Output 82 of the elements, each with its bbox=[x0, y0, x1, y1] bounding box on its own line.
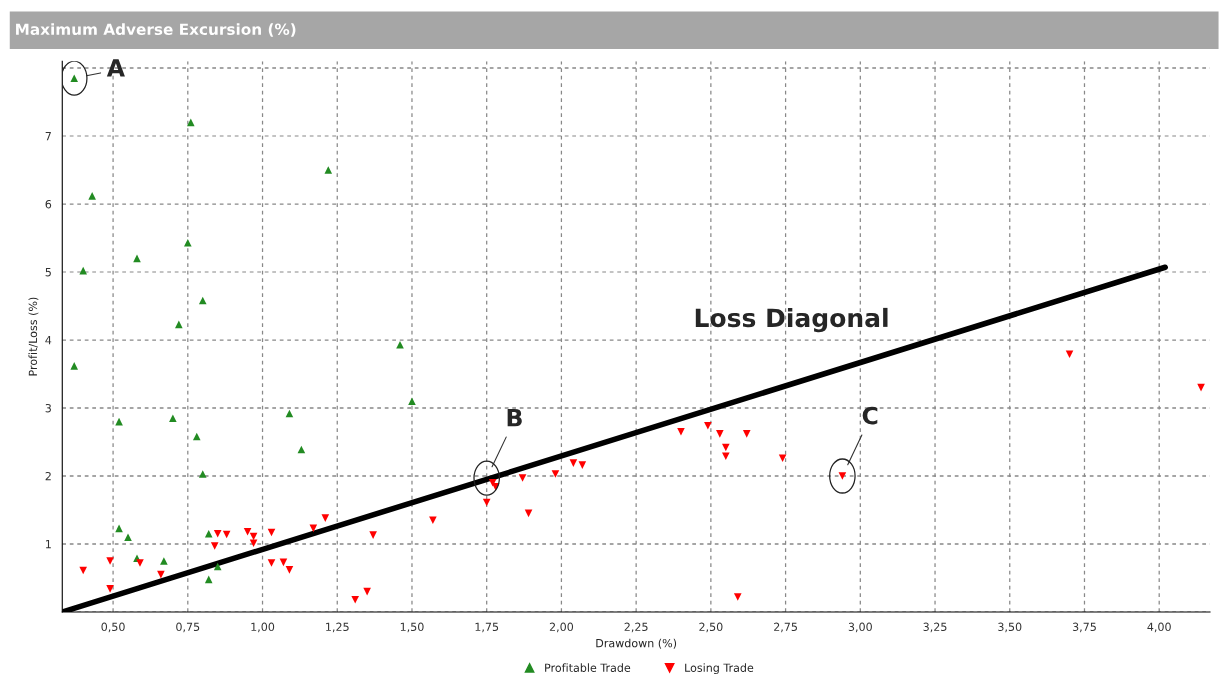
y-axis-title: Profit/Loss (%) bbox=[28, 297, 39, 376]
point bbox=[351, 595, 359, 604]
y-tick-label: 6 bbox=[45, 199, 52, 209]
point bbox=[716, 430, 724, 438]
y-tick-label: 3 bbox=[45, 403, 51, 413]
point bbox=[160, 557, 168, 565]
point bbox=[677, 428, 685, 436]
point bbox=[408, 397, 416, 405]
point bbox=[285, 566, 294, 574]
x-tick-label: 1,75 bbox=[475, 622, 499, 633]
y-tick-label: 4 bbox=[45, 336, 52, 345]
point bbox=[321, 514, 330, 522]
point bbox=[213, 562, 222, 571]
point bbox=[722, 452, 730, 461]
x-tick-label: 1,00 bbox=[251, 622, 275, 633]
point bbox=[204, 530, 213, 538]
point bbox=[106, 557, 114, 565]
point bbox=[175, 320, 183, 329]
point bbox=[297, 445, 306, 454]
x-tick-label: 3,75 bbox=[1072, 622, 1096, 633]
point bbox=[192, 432, 201, 441]
x-tick-label: 1,25 bbox=[326, 622, 349, 633]
x-tick-label: 0,75 bbox=[176, 622, 200, 633]
x-tick-label: 2,25 bbox=[624, 622, 648, 633]
x-axis-title: Drawdown (%) bbox=[596, 638, 677, 649]
y-tick-label: 7 bbox=[45, 132, 51, 141]
point bbox=[79, 266, 87, 275]
point bbox=[70, 362, 79, 370]
x-tick-label: 0,50 bbox=[101, 622, 125, 633]
x-tick-label: 4,00 bbox=[1147, 622, 1171, 633]
point bbox=[115, 524, 123, 533]
point bbox=[429, 516, 437, 524]
point bbox=[222, 530, 231, 539]
x-tick-label: 3,25 bbox=[923, 622, 947, 633]
y-tick-label: 1 bbox=[46, 540, 51, 549]
point bbox=[551, 470, 560, 478]
point bbox=[518, 474, 527, 482]
x-tick-label: 2,00 bbox=[549, 622, 574, 633]
annotation: B bbox=[507, 409, 522, 427]
point bbox=[324, 166, 333, 174]
y-tick-label: 5 bbox=[45, 268, 51, 277]
point bbox=[198, 296, 207, 305]
point bbox=[169, 414, 177, 422]
point bbox=[213, 530, 222, 538]
annotation: A bbox=[106, 59, 125, 77]
point bbox=[1065, 350, 1074, 359]
point bbox=[79, 566, 87, 575]
point bbox=[267, 559, 276, 567]
point bbox=[210, 542, 219, 550]
point bbox=[186, 118, 195, 127]
chart-title: Maximum Adverse Excursion (%) bbox=[16, 23, 296, 37]
point bbox=[722, 443, 730, 452]
point bbox=[742, 430, 751, 438]
point bbox=[309, 524, 318, 533]
point bbox=[569, 459, 578, 467]
point bbox=[204, 575, 213, 584]
x-tick-label: 3,00 bbox=[848, 622, 872, 633]
x-tick-label: 2,75 bbox=[774, 622, 797, 633]
point bbox=[704, 421, 712, 430]
point bbox=[733, 593, 742, 601]
legend-label: Losing Trade bbox=[685, 663, 754, 675]
point bbox=[285, 409, 294, 418]
point bbox=[136, 559, 144, 567]
point bbox=[482, 498, 491, 507]
point bbox=[157, 570, 165, 579]
point bbox=[243, 527, 252, 536]
point bbox=[396, 340, 404, 349]
point bbox=[124, 533, 132, 541]
point bbox=[88, 192, 96, 200]
legend-label: Profitable Trade bbox=[545, 663, 631, 672]
x-tick-label: 2,50 bbox=[699, 622, 723, 633]
annotation: Loss Diagonal bbox=[695, 307, 888, 333]
point bbox=[198, 470, 207, 478]
point bbox=[184, 238, 192, 247]
x-tick-label: 1,50 bbox=[400, 622, 424, 633]
point bbox=[106, 585, 114, 593]
annotation: C bbox=[862, 406, 878, 425]
y-tick-label: 2 bbox=[45, 471, 51, 481]
x-tick-label: 3,50 bbox=[998, 622, 1022, 633]
point bbox=[363, 587, 371, 596]
point bbox=[578, 461, 587, 469]
point bbox=[369, 531, 377, 539]
